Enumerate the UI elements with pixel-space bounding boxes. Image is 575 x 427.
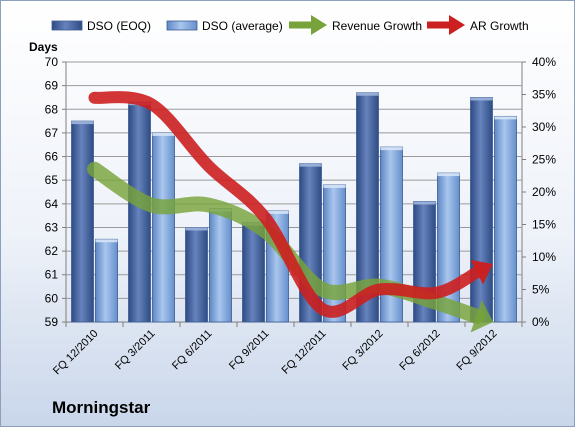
x-tick-label: FQ 12/2011 — [280, 328, 329, 377]
bar-cap — [470, 97, 493, 101]
y2-tick-label: 0% — [532, 315, 550, 329]
brand-label: Morningstar — [52, 398, 151, 417]
x-tick-label: FQ 3/2012 — [340, 328, 385, 373]
legend-item: AR Growth — [427, 15, 529, 35]
legend: DSO (EOQ) DSO (average) Revenue Growth AR G… — [51, 15, 529, 35]
bar — [323, 184, 346, 323]
y-tick-label: 66 — [45, 150, 59, 164]
x-tick-label: FQ 3/2011 — [113, 328, 158, 373]
y-tick-label: 68 — [45, 102, 59, 116]
bar-cap — [152, 132, 175, 136]
y2-tick-label: 15% — [532, 218, 556, 232]
y-tick-label: 69 — [45, 79, 59, 93]
x-tick-label: FQ 12/2010 — [51, 328, 101, 378]
y-tick-label: 63 — [45, 220, 59, 234]
x-tick-label: FQ 9/2012 — [454, 328, 499, 373]
y2-tick-label: 40% — [532, 55, 556, 69]
bar-cap — [413, 201, 436, 205]
legend-label: DSO (average) — [202, 19, 283, 33]
x-tick-label: FQ 6/2012 — [397, 328, 442, 373]
legend-arrowhead — [311, 15, 327, 35]
bar — [71, 120, 94, 323]
y-tick-label: 64 — [45, 197, 59, 211]
legend-label: AR Growth — [470, 19, 529, 33]
y-tick-label: 60 — [45, 291, 59, 305]
bar-cap — [95, 239, 118, 243]
bar-cap — [494, 116, 517, 120]
bar — [185, 227, 208, 323]
bar — [128, 101, 151, 323]
bar — [95, 238, 118, 323]
bar-cap — [299, 163, 322, 167]
y-tick-label: 65 — [45, 173, 59, 187]
series-arrowhead — [470, 299, 494, 333]
y-tick-label: 70 — [45, 55, 59, 69]
bar-cap — [323, 184, 346, 188]
bar-cap — [71, 121, 94, 125]
y-tick-label: 61 — [45, 268, 59, 282]
legend-arrowhead — [449, 15, 465, 35]
bar-cap — [437, 173, 460, 177]
bar-cap — [266, 210, 289, 214]
bar — [494, 115, 517, 323]
y-tick-label: 62 — [45, 244, 59, 258]
x-tick-label: FQ 6/2011 — [170, 328, 215, 373]
legend-label: Revenue Growth — [332, 19, 422, 33]
x-tick-label: FQ 9/2011 — [227, 328, 272, 373]
y2-tick-label: 10% — [532, 250, 556, 264]
bar-cap — [185, 227, 208, 231]
legend-item: DSO (EOQ) — [51, 19, 151, 33]
bar — [152, 132, 175, 323]
y-tick-label: 67 — [45, 126, 59, 140]
y-axis-label: Days — [29, 40, 58, 54]
y-tick-label: 59 — [45, 315, 59, 329]
y2-tick-label: 25% — [532, 153, 556, 167]
bar-cap — [356, 92, 379, 96]
bar — [470, 97, 493, 323]
legend-label: DSO (EOQ) — [87, 19, 151, 33]
legend-item: Revenue Growth — [289, 15, 422, 35]
y2-tick-label: 20% — [532, 185, 556, 199]
legend-item: DSO (average) — [166, 19, 283, 33]
bar — [209, 208, 232, 323]
series-line — [88, 91, 484, 318]
legend-swatch — [51, 20, 83, 31]
series-arrowhead — [470, 259, 493, 285]
y2-tick-label: 35% — [532, 88, 556, 102]
y2-tick-label: 30% — [532, 120, 556, 134]
bar-cap — [380, 147, 403, 151]
legend-swatch — [166, 20, 198, 31]
y2-tick-label: 5% — [532, 283, 550, 297]
bar — [242, 222, 265, 323]
